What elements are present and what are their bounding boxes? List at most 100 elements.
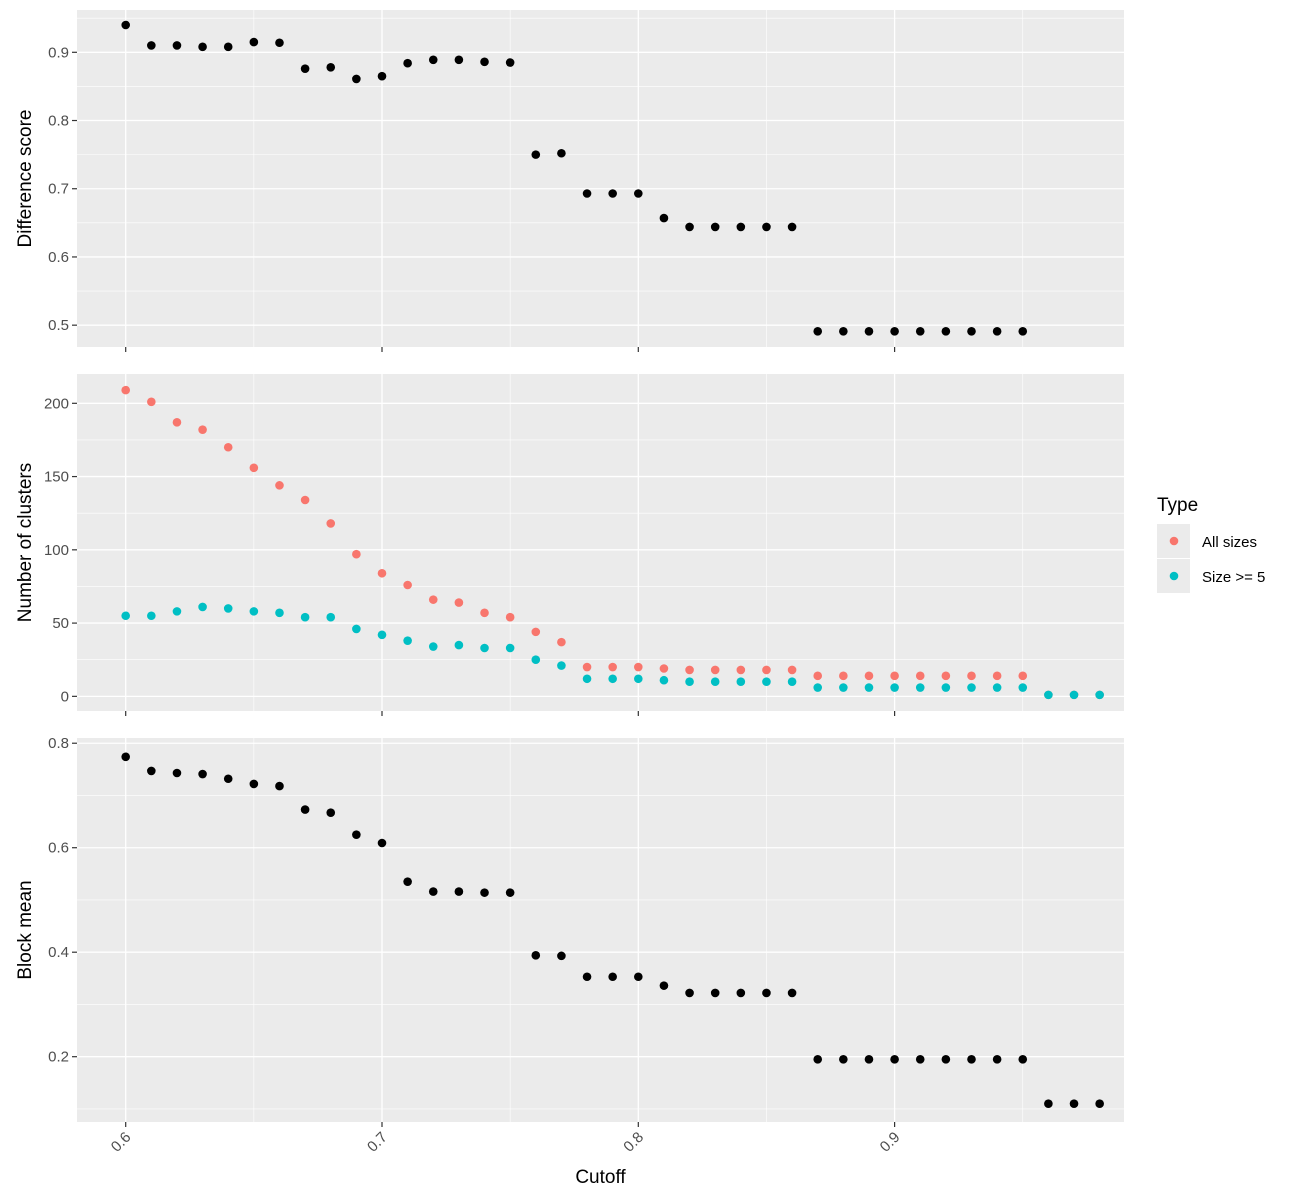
x-tick-label: 0.8 — [620, 1129, 647, 1156]
data-point — [531, 951, 541, 960]
data-point — [198, 42, 207, 52]
point-size-5 — [300, 612, 310, 622]
point-size-5 — [582, 674, 592, 684]
y-tick-label: 0.8 — [48, 735, 69, 752]
point-size-5 — [326, 612, 336, 622]
point-size-5 — [685, 677, 694, 686]
x-tick-label: 0.6 — [108, 1129, 135, 1156]
x-tick-label: 0.7 — [364, 1129, 391, 1156]
point-all-sizes — [275, 481, 284, 490]
x-tick-label: 0.9 — [877, 1129, 904, 1156]
point-size-5 — [787, 677, 797, 686]
point-all-sizes — [326, 519, 336, 528]
data-point — [249, 37, 259, 47]
data-point — [531, 150, 541, 159]
data-point — [172, 768, 182, 778]
data-point — [839, 327, 848, 336]
y-tick-label: 0.6 — [48, 249, 69, 266]
data-point — [300, 64, 310, 73]
point-all-sizes — [634, 662, 643, 672]
data-point — [403, 58, 412, 68]
point-all-sizes — [557, 637, 566, 647]
panel-1: 0.5 0.6 0.7 0.8 0.9 Difference score — [15, 10, 1124, 352]
data-point — [941, 327, 951, 336]
y-axis-title: Difference score — [15, 110, 36, 248]
data-point — [941, 1055, 951, 1064]
data-point — [428, 55, 438, 65]
y-tick-label: 50 — [52, 615, 69, 632]
data-point — [1044, 1099, 1053, 1109]
y-tick-label: 0.4 — [48, 944, 69, 961]
point-size-5 — [352, 624, 361, 634]
data-point — [480, 57, 489, 67]
panel-2: 0 50 100 150 200 Number of clusters — [15, 374, 1124, 716]
point-size-5 — [121, 611, 130, 621]
data-point — [890, 327, 899, 336]
data-point — [1069, 1099, 1079, 1109]
y-axis-title: Block mean — [15, 880, 36, 979]
point-size-5 — [839, 683, 848, 692]
y-tick-label: 0.6 — [48, 840, 69, 857]
y-tick-label: 0.9 — [48, 44, 69, 61]
data-point — [1095, 1099, 1104, 1109]
data-point — [634, 972, 643, 982]
point-size-5 — [428, 642, 438, 651]
point-all-sizes — [147, 397, 156, 407]
point-size-5 — [531, 655, 541, 665]
data-point — [813, 1055, 823, 1064]
point-all-sizes — [480, 608, 489, 618]
point-size-5 — [377, 630, 387, 640]
point-size-5 — [275, 608, 284, 618]
point-size-5 — [172, 607, 182, 616]
point-all-sizes — [762, 665, 771, 675]
point-size-5 — [1044, 690, 1053, 700]
point-size-5 — [223, 604, 233, 613]
y-tick-label: 0 — [61, 688, 69, 705]
point-all-sizes — [121, 385, 130, 395]
data-point — [787, 222, 797, 232]
y-tick-label: 0.5 — [48, 317, 69, 334]
data-point — [403, 877, 412, 886]
point-size-5 — [1018, 683, 1028, 692]
panel-3: 0.2 0.4 0.6 0.8 Block mean — [15, 735, 1124, 1127]
data-point — [608, 972, 617, 982]
point-all-sizes — [403, 580, 412, 590]
data-point — [147, 766, 156, 776]
data-point — [659, 981, 669, 990]
data-point — [557, 148, 566, 158]
point-all-sizes — [967, 671, 976, 681]
data-point — [787, 988, 797, 998]
point-all-sizes — [915, 671, 925, 681]
point-size-5 — [915, 683, 925, 692]
point-size-5 — [198, 602, 207, 612]
point-all-sizes — [864, 671, 874, 681]
data-point — [172, 41, 182, 50]
data-point — [634, 189, 643, 198]
point-all-sizes — [352, 549, 361, 559]
point-all-sizes — [710, 665, 720, 675]
point-size-5 — [992, 683, 1002, 692]
data-point — [377, 838, 387, 848]
data-point — [454, 55, 464, 65]
data-point — [121, 752, 130, 762]
point-all-sizes — [531, 627, 541, 637]
point-size-5 — [608, 674, 617, 684]
legend: Type All sizes Size >= 5 — [1157, 495, 1265, 593]
y-axis-title: Number of clusters — [15, 463, 36, 622]
point-size-5 — [454, 640, 464, 650]
point-all-sizes — [685, 665, 694, 675]
legend-key-all-sizes — [1169, 536, 1179, 546]
data-point — [915, 1055, 925, 1064]
point-size-5 — [813, 683, 823, 692]
point-size-5 — [736, 677, 746, 686]
data-point — [223, 42, 233, 52]
point-all-sizes — [223, 442, 233, 452]
data-point — [582, 972, 592, 982]
data-point — [121, 20, 130, 30]
data-point — [736, 988, 746, 998]
y-tick-label: 200 — [44, 395, 69, 412]
point-size-5 — [1095, 690, 1104, 700]
data-point — [967, 1055, 976, 1064]
data-point — [428, 887, 438, 896]
